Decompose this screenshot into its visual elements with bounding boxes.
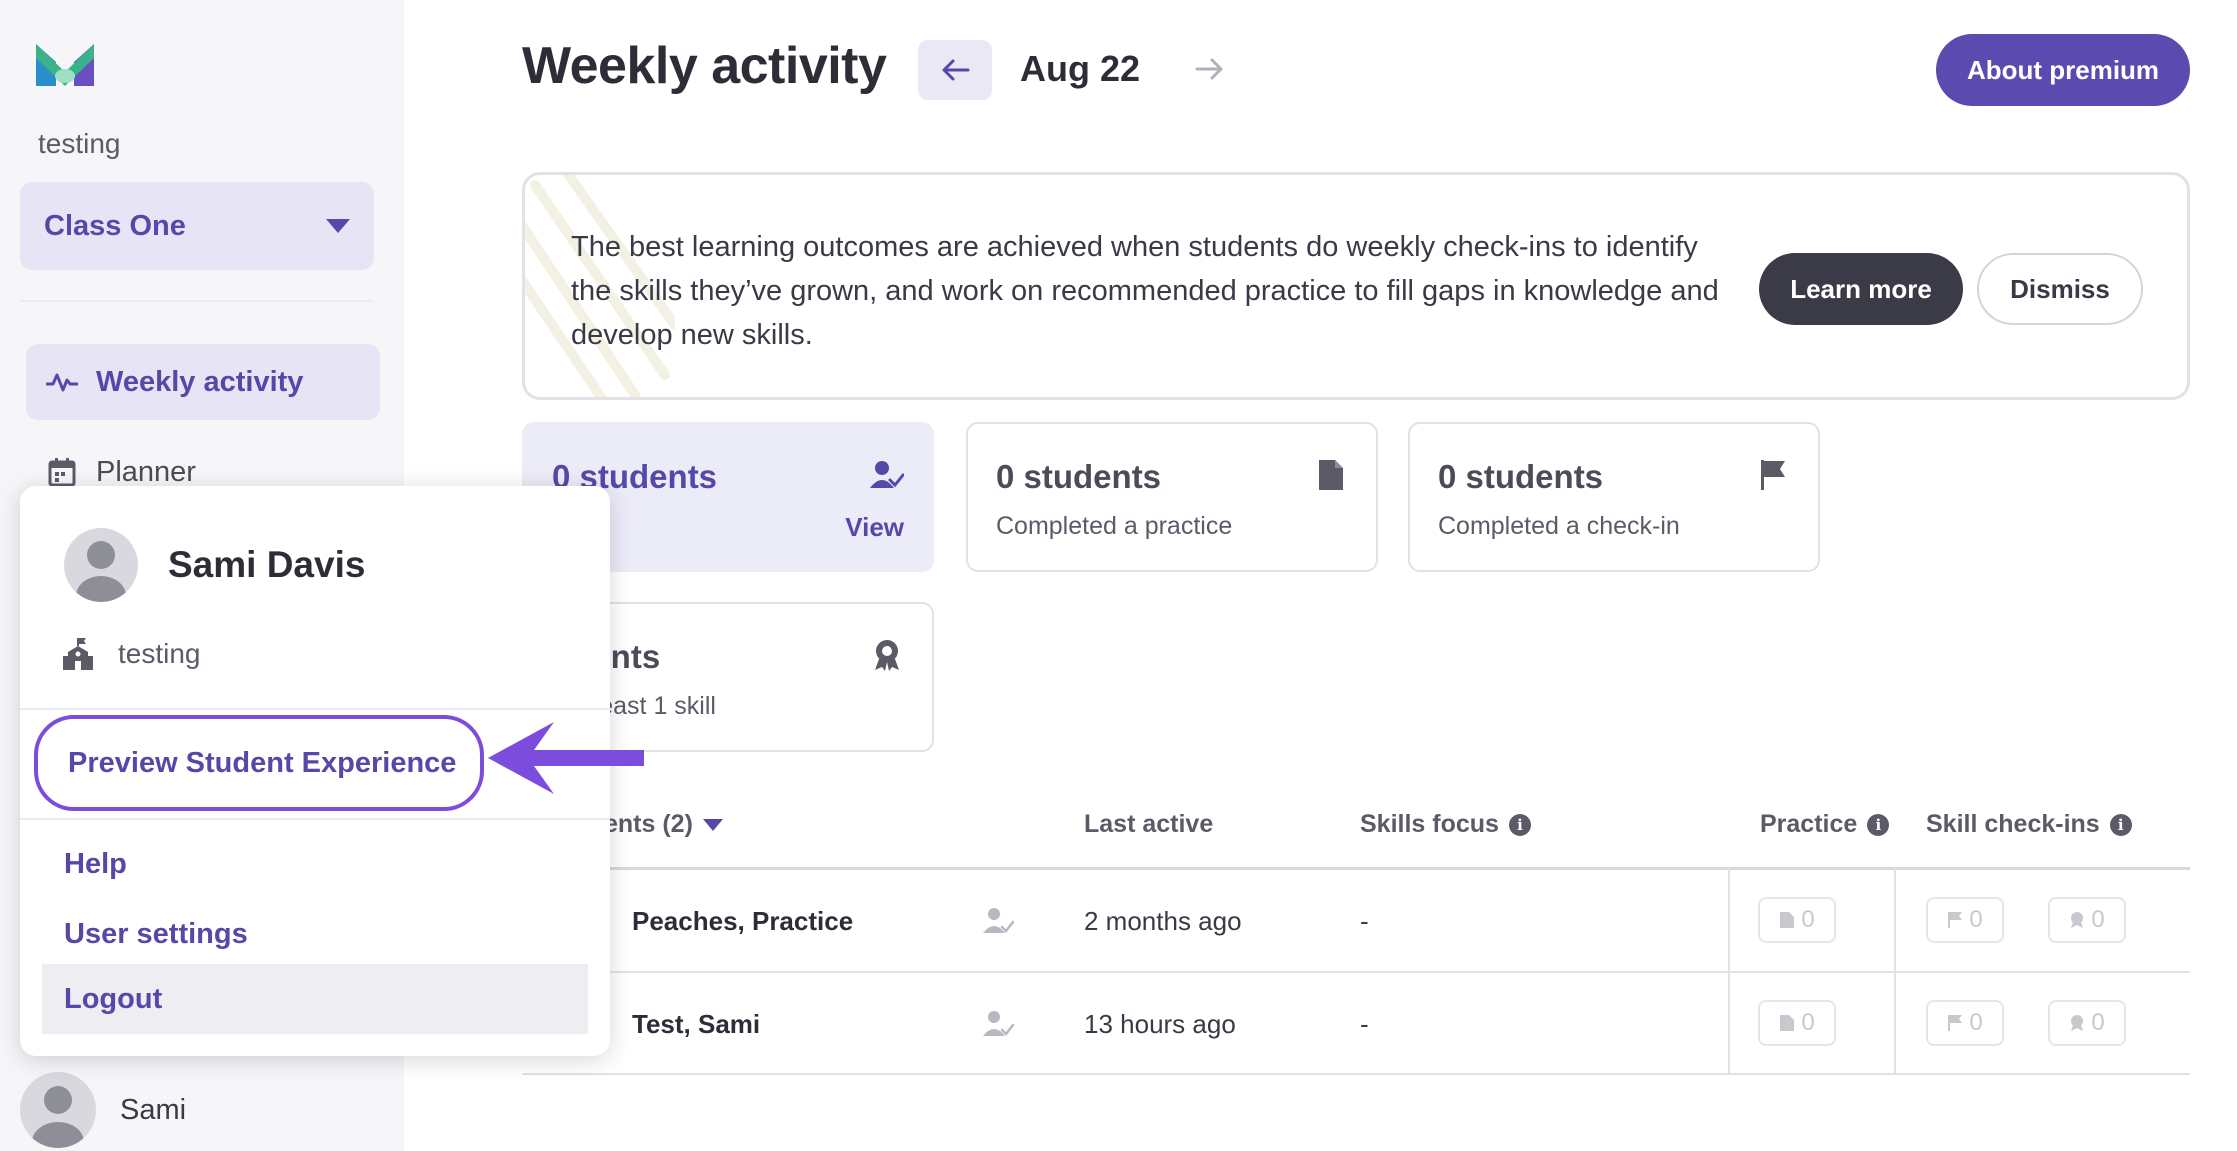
last-active-value: 2 months ago (1084, 906, 1242, 936)
user-name: Sami (120, 1093, 187, 1126)
skills-focus-value: - (1360, 906, 1369, 936)
pill-value: 0 (1801, 1009, 1815, 1036)
sidebar-item-label: Weekly activity (96, 365, 304, 398)
sidebar-divider (20, 300, 374, 302)
stat-card-check-in[interactable]: 0 students Completed a check-in (1408, 422, 1820, 572)
checkin-count-pill[interactable]: 0 (1926, 1000, 2004, 1046)
pill-value: 0 (1969, 1009, 1983, 1036)
user-check-icon (983, 1011, 1015, 1036)
table-header-divider (522, 867, 2190, 870)
banner-decoration (525, 175, 675, 397)
award-icon (2071, 1015, 2084, 1031)
help-link[interactable]: Help (64, 848, 127, 880)
sidebar-item-label: Planner (96, 455, 196, 488)
stat-count: 0 students (996, 458, 1162, 495)
document-icon (1780, 912, 1795, 928)
info-icon[interactable]: i (1867, 813, 1890, 836)
popup-divider (20, 818, 610, 820)
column-label: Skill check-ins (1926, 810, 2100, 838)
stat-count: 0 students (1438, 458, 1604, 495)
pill-value: 0 (2091, 1009, 2105, 1036)
class-select[interactable]: Class One (20, 182, 374, 270)
skill-count-pill[interactable]: 0 (2048, 1000, 2126, 1046)
arrow-left-icon (942, 59, 970, 81)
app-logo[interactable] (36, 42, 94, 86)
practice-count-pill[interactable]: 0 (1758, 1000, 1836, 1046)
page-title: Weekly activity (522, 37, 887, 95)
pill-value: 0 (1969, 906, 1983, 933)
document-icon (1780, 1015, 1795, 1031)
column-label: ents (2) (604, 810, 693, 838)
activity-icon (46, 366, 78, 398)
column-label: Last active (1084, 810, 1214, 838)
calendar-icon (46, 456, 78, 488)
previous-week-button[interactable] (918, 40, 992, 100)
school-icon (63, 638, 93, 670)
sidebar-item-weekly-activity[interactable]: Weekly activity (26, 344, 380, 420)
class-select-label: Class One (44, 209, 186, 242)
popup-org: testing (62, 638, 201, 670)
user-menu-trigger[interactable]: Sami (20, 1072, 186, 1148)
practice-count-pill[interactable]: 0 (1758, 897, 1836, 943)
pill-value: 0 (1801, 906, 1815, 933)
practice-column-header[interactable]: Practice i (1760, 810, 1890, 839)
popup-user-name: Sami Davis (168, 544, 366, 585)
user-popup-menu: Sami Davis testing Preview Student Exper… (20, 486, 610, 1056)
checkin-count-pill[interactable]: 0 (1926, 897, 2004, 943)
skill-count-pill[interactable]: 0 (2048, 897, 2126, 943)
view-link[interactable]: View (845, 512, 904, 542)
learn-more-button[interactable]: Learn more (1759, 253, 1963, 325)
table-column-divider (1728, 868, 1730, 1074)
user-settings-link[interactable]: User settings (64, 918, 248, 950)
logout-button[interactable]: Logout (42, 964, 588, 1034)
dismiss-button[interactable]: Dismiss (1977, 253, 2143, 325)
flag-icon (1948, 1015, 1963, 1031)
table-column-divider (1894, 868, 1896, 1074)
org-name: testing (38, 128, 121, 159)
about-premium-button[interactable]: About premium (1936, 34, 2190, 106)
award-icon (875, 640, 899, 671)
document-icon (1319, 460, 1343, 490)
next-week-button[interactable] (1186, 44, 1234, 94)
award-icon (2071, 912, 2084, 928)
table-row-divider (522, 1073, 2190, 1075)
last-active-value: 13 hours ago (1084, 1009, 1236, 1039)
info-icon[interactable]: i (1508, 813, 1531, 836)
user-check-icon (870, 461, 904, 488)
checkins-column-header[interactable]: Skill check-ins i (1926, 810, 2132, 839)
popup-org-name: testing (118, 638, 201, 669)
preview-student-experience-button[interactable]: Preview Student Experience (34, 715, 484, 811)
week-label: Aug 22 (1020, 48, 1141, 89)
pill-value: 0 (2091, 906, 2105, 933)
flag-icon (1948, 912, 1963, 928)
avatar (20, 1072, 96, 1148)
table-row-divider (522, 971, 2190, 973)
banner-text: The best learning outcomes are achieved … (571, 231, 1719, 351)
popup-header: Sami Davis (64, 528, 365, 602)
arrow-right-icon (1195, 58, 1223, 80)
popup-divider (20, 708, 610, 710)
last-active-column-header[interactable]: Last active (1084, 810, 1213, 839)
stat-card-practice[interactable]: 0 students Completed a practice (966, 422, 1378, 572)
skills-focus-value: - (1360, 1009, 1369, 1039)
avatar (64, 528, 138, 602)
caret-down-icon (702, 818, 723, 831)
students-column-header[interactable]: ents (2) (604, 810, 723, 839)
student-name[interactable]: Test, Sami (632, 1009, 761, 1039)
stat-description: Completed a check-in (1438, 512, 1680, 540)
annotation-arrow-icon (488, 722, 644, 794)
stat-description: Completed a practice (996, 512, 1233, 540)
student-name[interactable]: Peaches, Practice (632, 906, 854, 936)
skills-focus-column-header[interactable]: Skills focus i (1360, 810, 1531, 839)
info-banner: The best learning outcomes are achieved … (522, 172, 2190, 400)
info-icon[interactable]: i (2109, 813, 2132, 836)
chevron-down-icon (326, 219, 350, 233)
column-label: Practice (1760, 810, 1858, 838)
sidebar-item-planner[interactable]: Planner (26, 434, 380, 510)
user-check-icon (983, 908, 1015, 933)
column-label: Skills focus (1360, 810, 1499, 838)
flag-icon (1761, 460, 1785, 490)
